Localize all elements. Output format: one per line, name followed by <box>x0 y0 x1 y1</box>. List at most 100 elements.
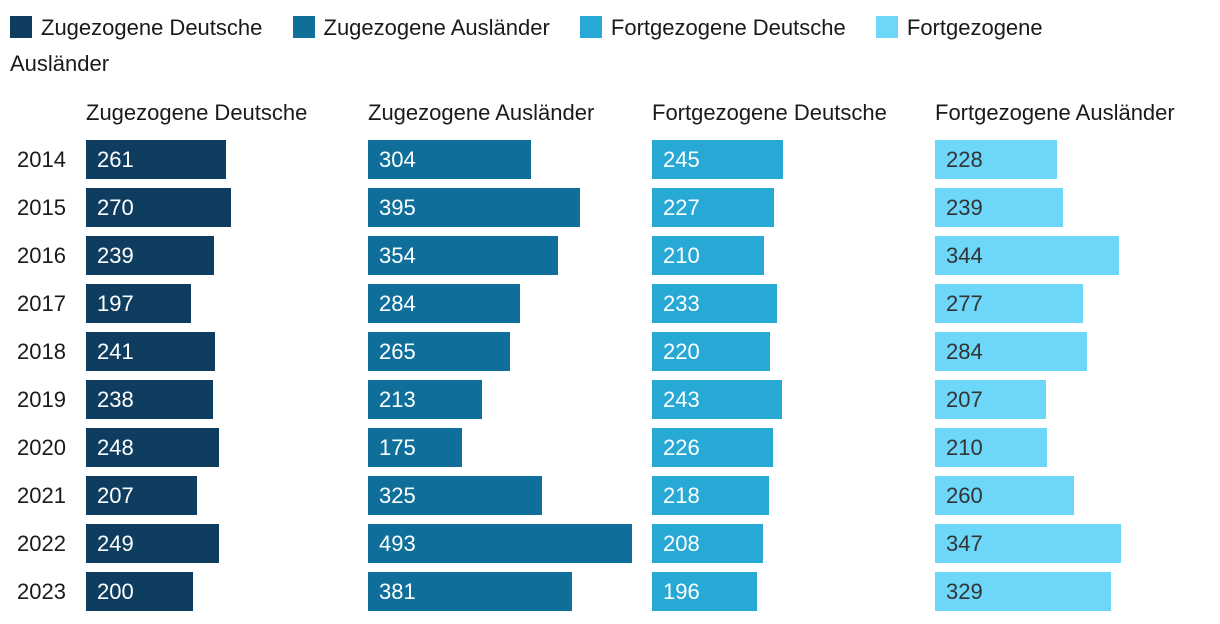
legend-item: Zugezogene Ausländer <box>292 15 550 40</box>
year-label: 2022 <box>17 531 66 556</box>
year-label: 2014 <box>17 147 66 172</box>
bar: 213 <box>368 380 482 419</box>
legend-item-label: Zugezogene Ausländer <box>323 15 550 40</box>
bar: 226 <box>652 428 773 467</box>
bar-value-label: 245 <box>663 147 700 172</box>
year-label: 2017 <box>17 291 66 316</box>
bar: 260 <box>935 476 1074 515</box>
bar: 270 <box>86 188 231 227</box>
bar: 197 <box>86 284 191 323</box>
bar: 284 <box>368 284 520 323</box>
bar-value-label: 233 <box>663 291 700 316</box>
bar-value-label: 241 <box>97 339 134 364</box>
bar: 325 <box>368 476 542 515</box>
bar-value-label: 197 <box>97 291 134 316</box>
bar: 207 <box>935 380 1046 419</box>
bar: 175 <box>368 428 462 467</box>
bar: 238 <box>86 380 213 419</box>
bar: 207 <box>86 476 197 515</box>
bar: 239 <box>86 236 214 275</box>
bar-value-label: 226 <box>663 435 700 460</box>
bar: 248 <box>86 428 219 467</box>
bar-value-label: 381 <box>379 579 416 604</box>
bar-value-label: 227 <box>663 195 700 220</box>
bar-value-label: 239 <box>97 243 134 268</box>
bar-value-label: 207 <box>97 483 134 508</box>
bar-value-label: 344 <box>946 243 983 268</box>
bar: 210 <box>652 236 764 275</box>
bar: 227 <box>652 188 774 227</box>
bar: 228 <box>935 140 1057 179</box>
year-label: 2018 <box>17 339 66 364</box>
bar: 218 <box>652 476 769 515</box>
bar-value-label: 493 <box>379 531 416 556</box>
bar-value-label: 220 <box>663 339 700 364</box>
bar-value-label: 196 <box>663 579 700 604</box>
bar-value-label: 213 <box>379 387 416 412</box>
bar: 304 <box>368 140 531 179</box>
bar-value-label: 284 <box>946 339 983 364</box>
bar-value-label: 260 <box>946 483 983 508</box>
bar-value-label: 270 <box>97 195 134 220</box>
bar-value-label: 284 <box>379 291 416 316</box>
bar-value-label: 265 <box>379 339 416 364</box>
bar-value-label: 395 <box>379 195 416 220</box>
bar-value-label: 239 <box>946 195 983 220</box>
bar-value-label: 210 <box>946 435 983 460</box>
bar: 265 <box>368 332 510 371</box>
bar: 493 <box>368 524 632 563</box>
bar: 245 <box>652 140 783 179</box>
bar-value-label: 218 <box>663 483 700 508</box>
legend-swatch <box>292 16 315 38</box>
bar: 196 <box>652 572 757 611</box>
legend: Zugezogene Deutsche Zugezogene Ausländer… <box>10 10 1060 82</box>
legend-item: Fortgezogene Ausländer <box>10 15 1043 76</box>
bar: 354 <box>368 236 558 275</box>
year-label: 2015 <box>17 195 66 220</box>
legend-item-label: Fortgezogene Ausländer <box>10 15 1043 76</box>
column-header: Zugezogene Ausländer <box>368 100 595 125</box>
bar-value-label: 228 <box>946 147 983 172</box>
bar-value-label: 277 <box>946 291 983 316</box>
bar: 329 <box>935 572 1111 611</box>
bar-value-label: 249 <box>97 531 134 556</box>
year-label: 2023 <box>17 579 66 604</box>
year-label: 2021 <box>17 483 66 508</box>
year-label: 2019 <box>17 387 66 412</box>
year-label: 2016 <box>17 243 66 268</box>
legend-swatch <box>875 16 898 38</box>
bar-value-label: 200 <box>97 579 134 604</box>
bar: 233 <box>652 284 777 323</box>
column-header: Fortgezogene Ausländer <box>935 100 1175 125</box>
bar-value-label: 354 <box>379 243 416 268</box>
bar-value-label: 329 <box>946 579 983 604</box>
bar: 243 <box>652 380 782 419</box>
bar-value-label: 243 <box>663 387 700 412</box>
bar: 381 <box>368 572 572 611</box>
bar: 249 <box>86 524 219 563</box>
bar: 210 <box>935 428 1047 467</box>
bar: 220 <box>652 332 770 371</box>
bar-value-label: 325 <box>379 483 416 508</box>
bar: 284 <box>935 332 1087 371</box>
column-header: Fortgezogene Deutsche <box>652 100 887 125</box>
bar: 241 <box>86 332 215 371</box>
bar: 395 <box>368 188 580 227</box>
legend-swatch <box>579 16 602 38</box>
legend-item: Zugezogene Deutsche <box>10 15 262 40</box>
column-header: Zugezogene Deutsche <box>86 100 308 125</box>
bar: 239 <box>935 188 1063 227</box>
legend-item: Fortgezogene Deutsche <box>579 15 846 40</box>
legend-item-label: Fortgezogene Deutsche <box>610 15 846 40</box>
bar-value-label: 238 <box>97 387 134 412</box>
bar-value-label: 347 <box>946 531 983 556</box>
bar: 208 <box>652 524 763 563</box>
bar-value-label: 304 <box>379 147 416 172</box>
legend-swatch <box>10 16 32 38</box>
bar: 347 <box>935 524 1121 563</box>
bar: 261 <box>86 140 226 179</box>
bar-value-label: 207 <box>946 387 983 412</box>
bar: 277 <box>935 284 1083 323</box>
bar: 200 <box>86 572 193 611</box>
